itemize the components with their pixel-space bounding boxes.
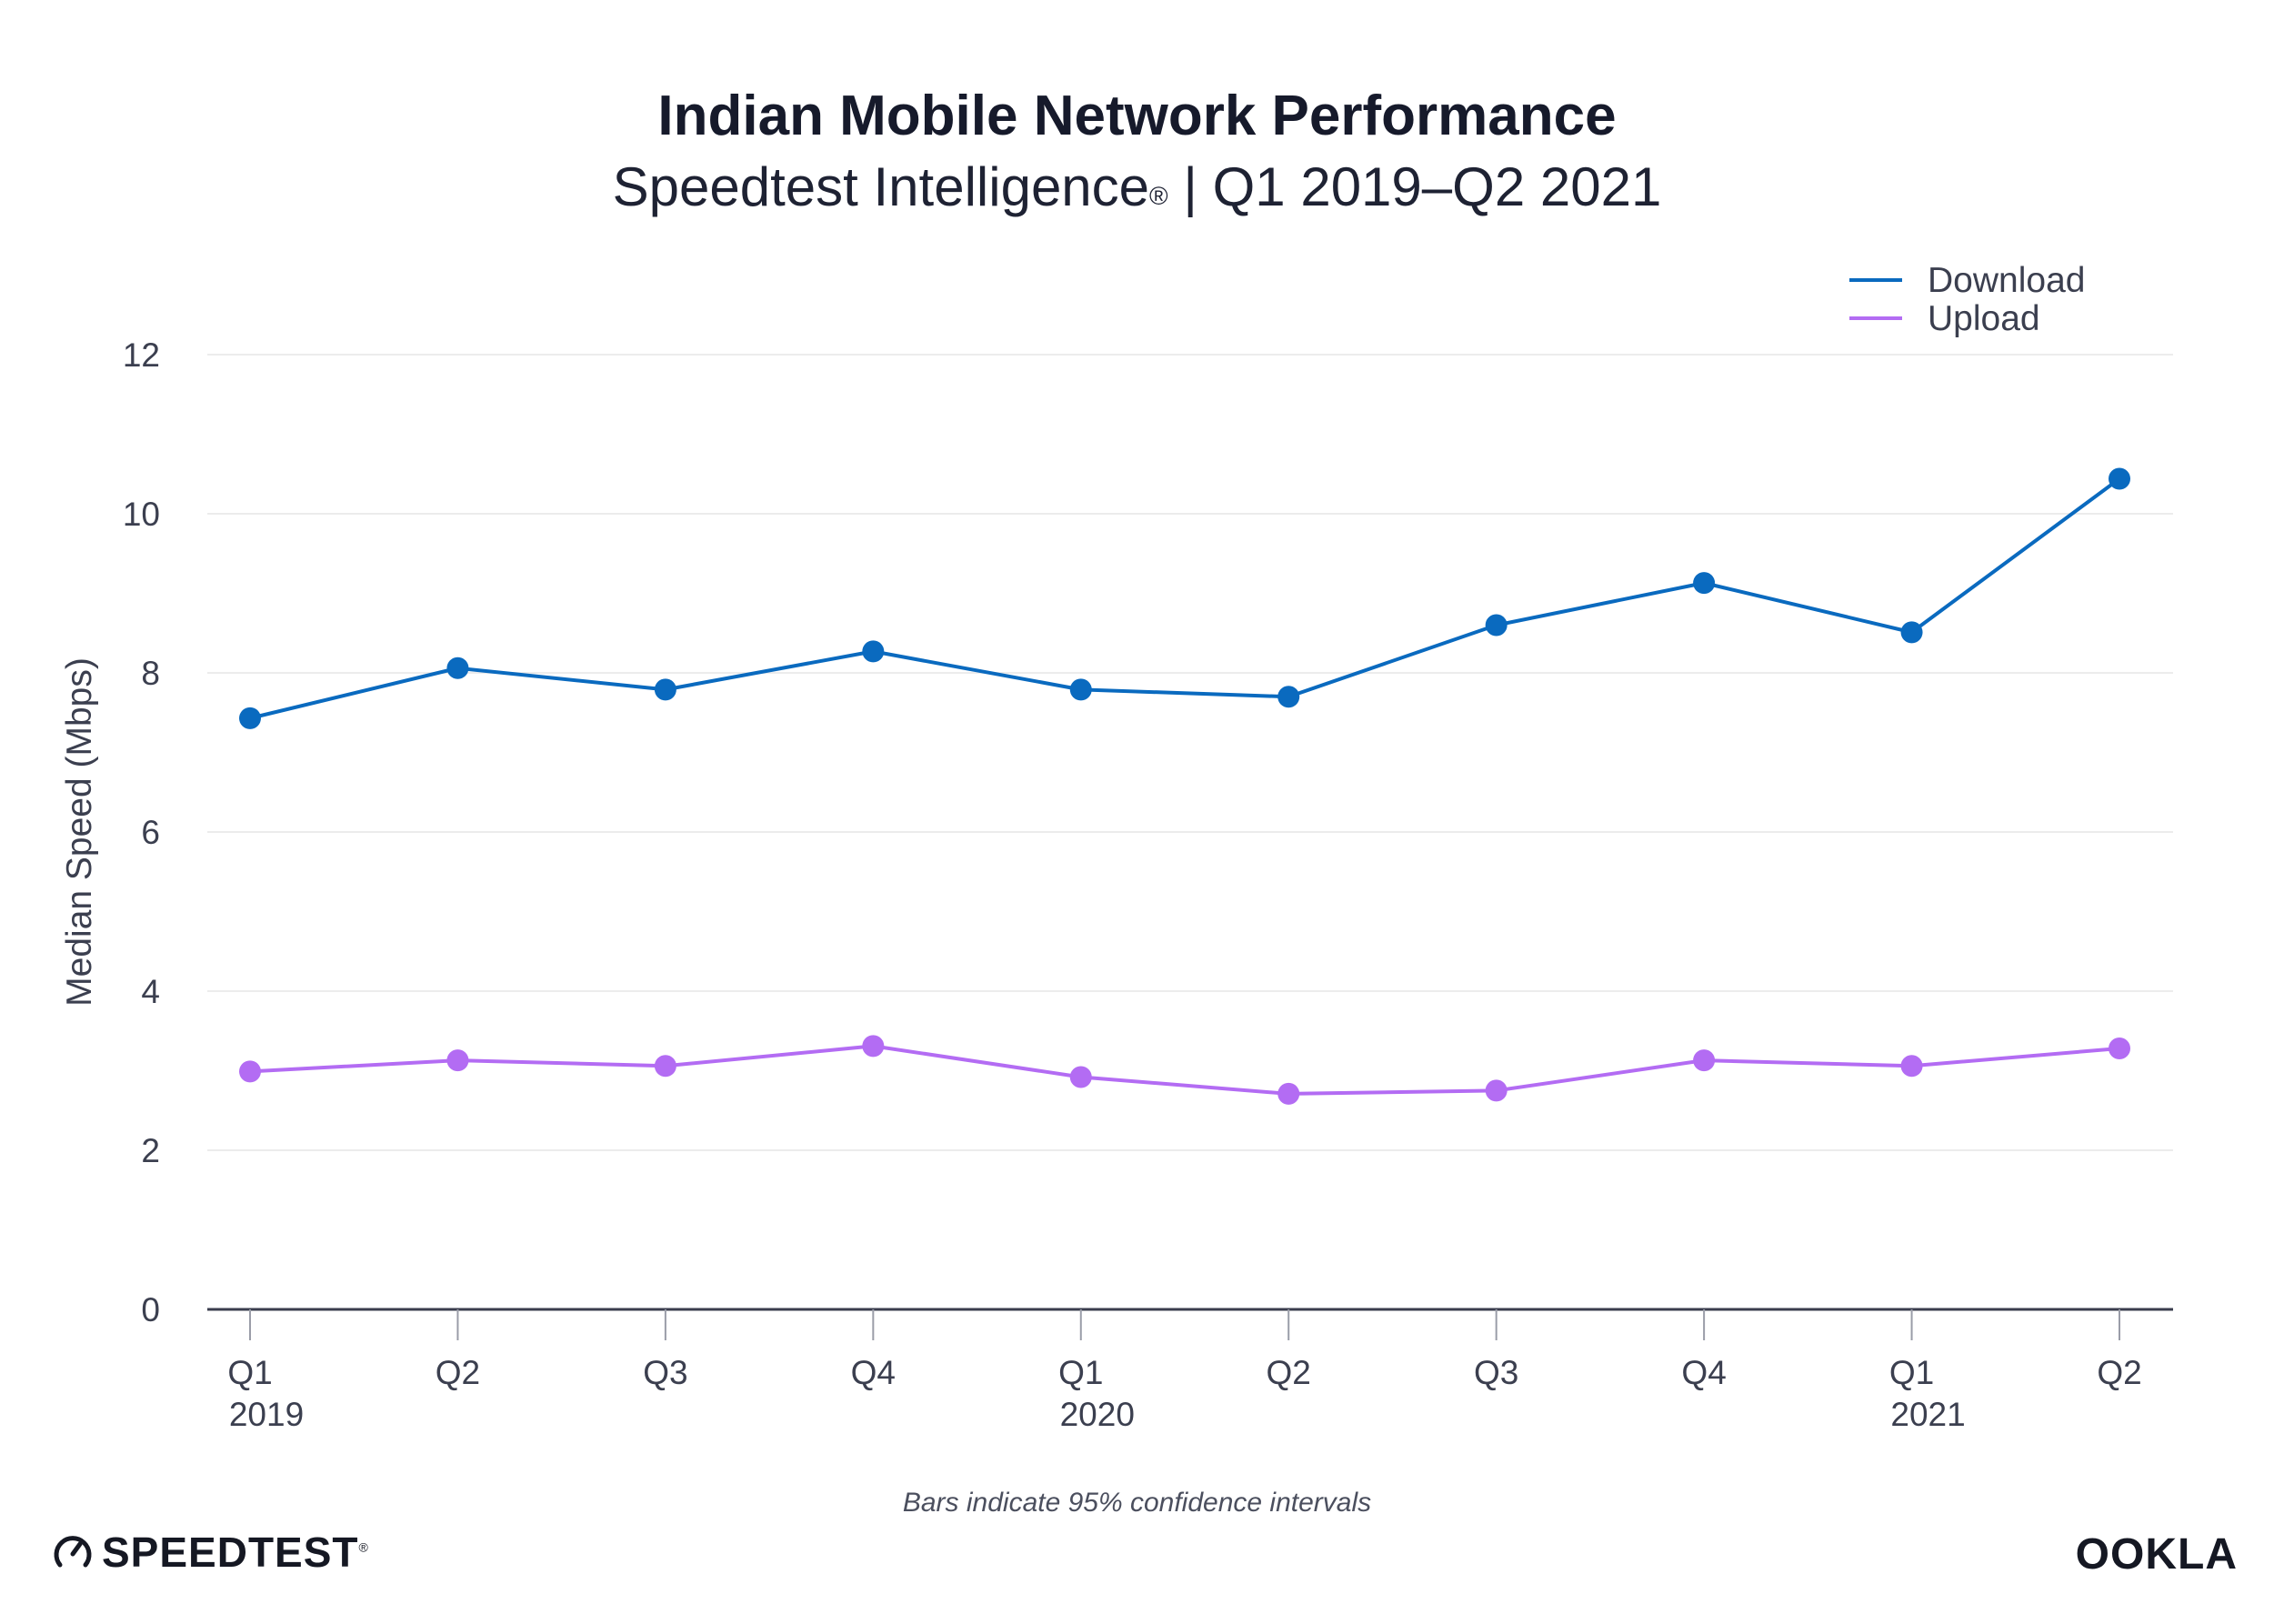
upload-point xyxy=(1693,1049,1716,1072)
y-tick-label: 8 xyxy=(141,655,160,692)
download-point xyxy=(1693,572,1716,595)
download-point xyxy=(1900,621,1923,644)
upload-point xyxy=(239,1060,261,1083)
series-layer xyxy=(239,467,2130,1105)
subtitle-text: Speedtest Intelligence xyxy=(612,156,1150,217)
download-line xyxy=(249,476,2121,720)
x-tick-label-quarter: Q2 xyxy=(1267,1354,1311,1391)
x-tick-label-quarter: Q3 xyxy=(1474,1354,1518,1391)
y-axis-ticks: 0 2 4 6 8 10 12 xyxy=(123,336,160,1328)
y-tick-label: 6 xyxy=(141,814,160,851)
subtitle-range: | Q1 2019–Q2 2021 xyxy=(1167,156,1662,217)
x-tick-label-quarter: Q4 xyxy=(1681,1354,1726,1391)
x-tick-label-quarter: Q2 xyxy=(2097,1354,2141,1391)
upload-point xyxy=(1900,1055,1923,1078)
legend-label-download: Download xyxy=(1928,261,2085,300)
upload-point xyxy=(654,1055,676,1078)
x-tick-label-quarter: Q1 xyxy=(1058,1354,1103,1391)
speedtest-wordmark: SPEEDTEST® xyxy=(102,1528,369,1577)
speedtest-registered-mark: ® xyxy=(358,1539,369,1555)
download-point xyxy=(1277,686,1300,708)
upload-point xyxy=(1485,1079,1508,1102)
y-tick-label: 0 xyxy=(141,1291,160,1328)
download-point xyxy=(446,657,469,679)
y-axis-title: Median Speed (Mbps) xyxy=(60,657,99,1007)
speedtest-logo: SPEEDTEST® xyxy=(53,1528,369,1577)
x-tick-label-year: 2019 xyxy=(229,1396,304,1433)
x-tick-label-quarter: Q1 xyxy=(1889,1354,1934,1391)
registered-mark: ® xyxy=(1149,182,1168,210)
x-tick-label-year: 2021 xyxy=(1890,1396,1965,1433)
legend-label-upload: Upload xyxy=(1928,299,2040,338)
x-tick-label-quarter: Q2 xyxy=(436,1354,480,1391)
download-point xyxy=(654,678,676,701)
upload-point xyxy=(1277,1082,1300,1105)
gridlines xyxy=(207,354,2173,1151)
download-point xyxy=(1069,678,1092,701)
download-point xyxy=(2109,467,2130,490)
upload-point xyxy=(446,1049,469,1072)
y-tick-label: 4 xyxy=(141,973,160,1010)
confidence-note: Bars indicate 95% confidence intervals xyxy=(902,1488,1372,1518)
upload-point xyxy=(862,1035,885,1058)
ookla-logo: OOKLA xyxy=(2075,1530,2238,1579)
x-tick-label-year: 2020 xyxy=(1060,1396,1135,1433)
download-point xyxy=(239,707,261,729)
chart-subtitle: Speedtest Intelligence® | Q1 2019–Q2 202… xyxy=(0,155,2274,220)
upload-point xyxy=(2109,1038,2130,1059)
speedtest-gauge-icon xyxy=(54,1536,92,1568)
x-tick-label-quarter: Q4 xyxy=(851,1354,896,1391)
download-point xyxy=(862,640,885,663)
upload-line xyxy=(249,1044,2120,1096)
upload-point xyxy=(1069,1066,1092,1088)
y-tick-label: 10 xyxy=(123,496,160,533)
y-tick-label: 12 xyxy=(123,336,160,374)
chart-title-block: Indian Mobile Network Performance Speedt… xyxy=(0,84,2274,220)
x-tick-label-quarter: Q1 xyxy=(227,1354,272,1391)
y-tick-label: 2 xyxy=(141,1132,160,1169)
speedtest-wordmark-text: SPEEDTEST xyxy=(102,1529,359,1576)
x-axis: Q1 2019 Q2 Q3 Q4 Q1 2020 Q2 Q3 Q4 Q1 2021 Q2 xyxy=(207,1308,2173,1433)
x-tick-label-quarter: Q3 xyxy=(643,1354,687,1391)
chart-title: Indian Mobile Network Performance xyxy=(657,85,1617,147)
download-point xyxy=(1485,614,1508,637)
